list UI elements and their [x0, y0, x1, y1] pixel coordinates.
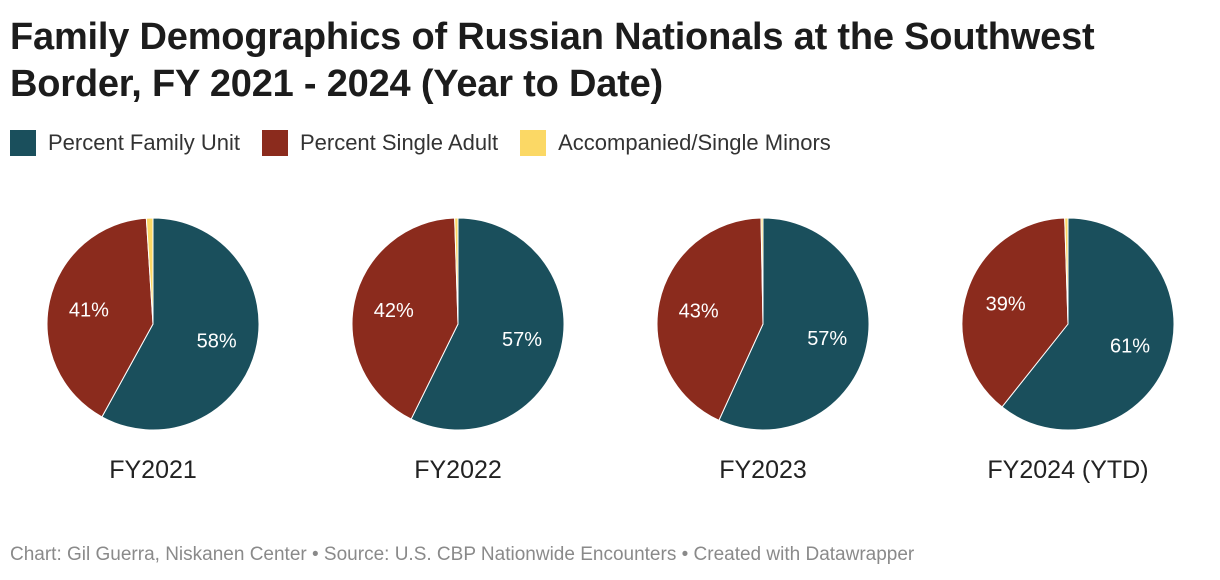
pie-slice-minors-0 [145, 217, 154, 325]
pie-category-label-1: FY2022 [414, 456, 502, 484]
pie-slice-family-unit-2 [718, 217, 870, 431]
legend-swatch-family-unit [10, 130, 36, 156]
legend-label-minors: Accompanied/Single Minors [558, 130, 831, 155]
pie-slice-minors-2 [760, 217, 764, 325]
pie-slice-minors-3 [1064, 217, 1069, 325]
legend-swatch-single-adult [261, 130, 288, 156]
pie-slice-family-unit-0 [101, 217, 260, 431]
pie-value-label-single-adult-3: 39% [986, 293, 1026, 315]
pie-value-label-single-adult-2: 43% [679, 301, 719, 323]
pie-category-label-0: FY2021 [109, 456, 197, 484]
pie-slice-minors-1 [454, 217, 459, 325]
chart-title: Family Demographics of Russian Nationals… [10, 16, 1095, 105]
pie-slice-family-unit-3 [1001, 217, 1175, 431]
pie-slice-single-adult-2 [656, 217, 764, 422]
legend-item-minors: Accompanied/Single Minors [520, 130, 831, 156]
chart-footer: Chart: Gil Guerra, Niskanen Center • Sou… [10, 544, 915, 565]
legend-item-family-unit: Percent Family Unit [10, 130, 240, 156]
pie-slice-family-unit-1 [410, 217, 565, 431]
pie-value-label-family-unit-0: 58% [197, 330, 237, 352]
legend-item-single-adult: Percent Single Adult [261, 130, 499, 156]
pie-value-label-family-unit-3: 61% [1110, 336, 1150, 358]
legend: Percent Family Unit Percent Single Adult… [10, 130, 853, 156]
pie-category-label-3: FY2024 (YTD) [987, 456, 1148, 484]
pie-slice-single-adult-1 [351, 217, 459, 420]
pie-slice-single-adult-0 [46, 217, 154, 418]
pie-value-label-family-unit-2: 57% [807, 328, 847, 350]
legend-swatch-minors [520, 130, 547, 156]
pie-slice-single-adult-3 [961, 217, 1069, 408]
pie-value-label-single-adult-1: 42% [374, 300, 414, 322]
pie-value-label-family-unit-1: 57% [502, 329, 542, 351]
legend-label-family-unit: Percent Family Unit [48, 130, 240, 155]
pie-category-label-2: FY2023 [719, 456, 807, 484]
legend-label-single-adult: Percent Single Adult [299, 130, 499, 155]
pie-value-label-single-adult-0: 41% [69, 300, 109, 322]
